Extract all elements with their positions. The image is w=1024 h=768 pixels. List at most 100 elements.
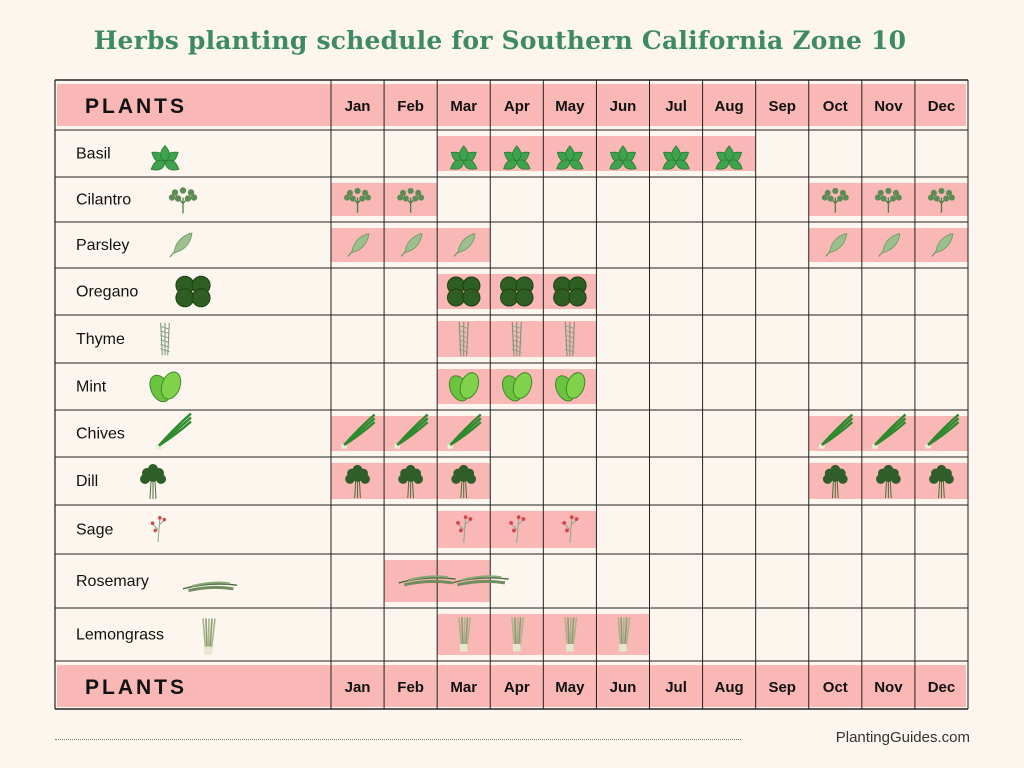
footer-month-oct: Oct [823, 679, 848, 696]
cell-rosemary-icon [398, 575, 456, 587]
header-month-sep: Sep [768, 98, 796, 115]
cell-cilantro-icon [874, 187, 902, 213]
cell-parsley-icon [400, 233, 423, 257]
basil-icon [150, 144, 180, 171]
footer-month-sep: Sep [768, 679, 796, 696]
footer-month-jan: Jan [345, 679, 371, 696]
cell-basil-icon [715, 145, 743, 170]
footer-month-apr: Apr [504, 679, 530, 696]
cell-chives-icon [341, 413, 376, 449]
row-label-lemongrass: Lemongrass [76, 627, 164, 644]
cell-lemongrass-icon [617, 617, 631, 652]
rosemary-icon [182, 581, 238, 593]
header-plants-label: PLANTS [85, 95, 187, 118]
header-month-feb: Feb [397, 98, 424, 115]
footer-divider [55, 739, 741, 740]
cell-dill-icon [398, 464, 423, 499]
cell-mint-icon [448, 372, 480, 402]
header-month-nov: Nov [874, 98, 903, 115]
cell-cilantro-icon [821, 187, 849, 213]
cell-oregano-icon [446, 276, 481, 307]
header-month-jan: Jan [345, 98, 371, 115]
footer-month-jun: Jun [610, 679, 637, 696]
footer-month-feb: Feb [397, 679, 424, 696]
header-band [57, 84, 966, 126]
planting-band [437, 274, 597, 309]
chives-icon [156, 412, 192, 450]
thyme-icon [160, 322, 170, 356]
cell-parsley-icon [347, 233, 370, 257]
parsley-icon [169, 232, 193, 258]
row-label-chives: Chives [76, 426, 125, 443]
cell-basil-icon [556, 145, 584, 170]
row-label-rosemary: Rosemary [76, 573, 149, 590]
oregano-icon [175, 275, 211, 308]
footer-plants-label: PLANTS [85, 676, 187, 699]
site-credit: PlantingGuides.com [835, 729, 970, 746]
cell-cilantro-icon [397, 187, 425, 213]
row-label-basil: Basil [76, 146, 111, 163]
row-label-dill: Dill [76, 473, 98, 490]
footer-month-dec: Dec [928, 679, 956, 696]
cell-thyme-icon [511, 321, 522, 357]
cell-chives-icon [925, 413, 960, 449]
cell-chives-icon [872, 413, 907, 449]
cell-chives-icon [819, 413, 854, 449]
cell-basil-icon [450, 145, 478, 170]
footer-month-nov: Nov [874, 679, 903, 696]
cell-parsley-icon [453, 233, 476, 257]
row-label-parsley: Parsley [76, 237, 129, 254]
header-month-dec: Dec [928, 98, 956, 115]
cell-sage-icon [456, 515, 473, 543]
cell-mint-icon [501, 372, 533, 402]
cell-sage-icon [562, 515, 579, 543]
lemongrass-icon [202, 618, 216, 655]
cell-mint-icon [555, 372, 586, 402]
header-month-aug: Aug [715, 98, 744, 115]
footer-month-may: May [555, 679, 585, 696]
chart-title: Herbs planting schedule for Southern Cal… [93, 26, 907, 55]
row-label-mint: Mint [76, 379, 107, 396]
row-label-cilantro: Cilantro [76, 192, 131, 209]
header-month-jun: Jun [610, 98, 637, 115]
cell-dill-icon [451, 464, 477, 499]
cell-dill-icon [876, 464, 901, 499]
cell-cilantro-icon [927, 187, 955, 213]
grid-lines [54, 79, 969, 710]
footer-month-mar: Mar [450, 679, 477, 696]
header-month-may: May [555, 98, 585, 115]
cell-parsley-icon [825, 233, 848, 257]
header-month-oct: Oct [823, 98, 848, 115]
cell-sage-icon [509, 515, 526, 543]
footer-month-jul: Jul [665, 679, 687, 696]
cell-lemongrass-icon [458, 617, 472, 652]
cell-parsley-icon [878, 233, 901, 257]
cell-thyme-icon [458, 321, 469, 357]
cell-parsley-icon [931, 233, 954, 257]
cell-dill-icon [929, 464, 954, 499]
footer-month-aug: Aug [715, 679, 744, 696]
cell-oregano-icon [500, 276, 534, 307]
header-month-mar: Mar [450, 98, 477, 115]
cell-basil-icon [609, 145, 637, 170]
row-label-thyme: Thyme [76, 331, 125, 348]
cell-lemongrass-icon [511, 617, 525, 652]
header-month-jul: Jul [665, 98, 687, 115]
footer-band [57, 665, 966, 707]
cell-rosemary-icon [451, 575, 509, 587]
row-label-oregano: Oregano [76, 284, 138, 301]
cell-cilantro-icon [344, 187, 372, 213]
cell-oregano-icon [553, 276, 587, 307]
cell-lemongrass-icon [564, 617, 578, 652]
cell-thyme-icon [564, 321, 575, 357]
mint-icon [149, 371, 182, 403]
cilantro-icon [168, 187, 198, 214]
dill-icon [140, 464, 166, 500]
sage-icon [150, 516, 167, 543]
cell-dill-icon [822, 464, 848, 499]
cell-basil-icon [662, 145, 690, 170]
cell-chives-icon [394, 413, 429, 449]
row-label-sage: Sage [76, 522, 113, 539]
cell-basil-icon [503, 145, 531, 170]
